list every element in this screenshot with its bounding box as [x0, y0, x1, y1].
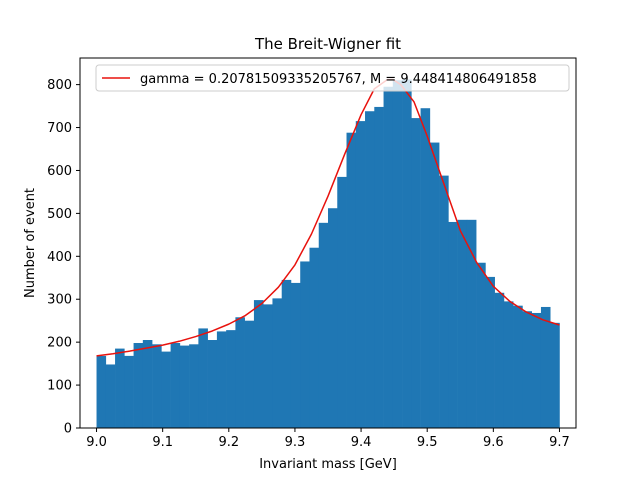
- y-axis-label: Number of event: [23, 188, 38, 298]
- y-tick-label: 800: [47, 78, 72, 93]
- legend-box: [95, 64, 570, 92]
- histogram-bar: [531, 312, 542, 428]
- histogram-bar: [448, 221, 458, 428]
- histogram-bar: [216, 331, 227, 428]
- x-tick-label: 9.7: [549, 435, 570, 450]
- histogram-bar: [272, 298, 283, 428]
- histogram-bar: [439, 175, 449, 428]
- legend: gamma = 0.20781509335205767, M = 9.44841…: [95, 64, 570, 92]
- histogram-bar: [494, 292, 505, 428]
- histogram-bar: [152, 344, 162, 428]
- y-tick-label: 100: [47, 379, 72, 394]
- x-tick-label: 9.1: [152, 435, 173, 450]
- histogram-bar: [189, 344, 199, 428]
- histogram-bars: [96, 79, 560, 429]
- histogram-bar: [244, 320, 255, 428]
- x-tick-label: 9.5: [417, 435, 438, 450]
- x-axis-label: Invariant mass [GeV]: [259, 457, 397, 472]
- histogram-bar: [411, 118, 421, 428]
- y-tick-label: 400: [47, 250, 72, 265]
- y-axis-ticks: 0 100 200 300 400 500 600 700 800: [47, 78, 80, 437]
- y-tick-label: 300: [47, 293, 72, 308]
- histogram-bar: [374, 106, 384, 429]
- legend-entry-label: gamma = 0.20781509335205767, M = 9.44841…: [140, 72, 537, 87]
- histogram-bar: [318, 222, 329, 428]
- x-tick-label: 9.0: [86, 435, 107, 450]
- histogram-bar: [420, 108, 431, 428]
- x-axis-ticks: 9.0 9.1 9.2 9.3 9.4 9.5 9.6 9.7: [86, 428, 570, 450]
- x-tick-label: 9.3: [285, 435, 306, 450]
- histogram-bar: [485, 276, 495, 428]
- histogram-bar: [503, 301, 514, 428]
- histogram-bar: [355, 121, 366, 428]
- histogram-bar: [226, 330, 236, 428]
- histogram-bar: [115, 348, 125, 428]
- y-tick-label: 600: [47, 164, 72, 179]
- x-tick-label: 9.2: [218, 435, 239, 450]
- histogram-bar: [198, 328, 208, 428]
- histogram-bar: [179, 345, 190, 428]
- histogram-bar: [142, 340, 153, 428]
- histogram-bar: [328, 208, 338, 428]
- plot-frame: [79, 57, 577, 429]
- histogram-bar: [281, 279, 292, 428]
- histogram-bar: [290, 282, 301, 428]
- histogram-bar: [300, 261, 310, 428]
- histogram-bar: [105, 364, 116, 428]
- histogram-bar: [540, 306, 551, 428]
- histogram-bar: [429, 142, 440, 428]
- histogram-bar: [476, 262, 486, 428]
- histogram-bar: [346, 132, 357, 428]
- histogram-bar: [550, 322, 560, 428]
- histogram-bar: [457, 219, 468, 428]
- histogram-bar: [253, 300, 264, 428]
- histogram-bar: [161, 351, 171, 428]
- fit-curve-layer: [96, 78, 560, 357]
- y-tick-label: 500: [47, 207, 72, 222]
- histogram-bar: [402, 79, 412, 429]
- histogram-bar: [170, 343, 181, 428]
- chart-title: The Breit-Wigner fit: [254, 35, 401, 53]
- histogram-bar: [522, 311, 532, 428]
- histogram-bar: [365, 111, 375, 428]
- x-tick-label: 9.6: [483, 435, 504, 450]
- histogram-bar: [96, 355, 107, 428]
- x-tick-label: 9.4: [351, 435, 372, 450]
- histogram-bar: [337, 176, 347, 428]
- histogram-bar: [309, 247, 320, 428]
- histogram-bar: [207, 340, 218, 428]
- histogram-bar: [383, 86, 394, 428]
- histogram-bar: [133, 343, 144, 428]
- histogram-bar: [235, 317, 245, 428]
- fit-curve-line: [96, 78, 560, 357]
- y-tick-label: 200: [47, 336, 72, 351]
- histogram-bar: [124, 355, 134, 428]
- histogram-bar: [466, 219, 477, 428]
- histogram-bar: [392, 80, 403, 428]
- histogram-bar: [513, 305, 523, 428]
- y-tick-label: 0: [64, 422, 72, 437]
- histogram-bar: [263, 304, 273, 428]
- y-tick-label: 700: [47, 121, 72, 136]
